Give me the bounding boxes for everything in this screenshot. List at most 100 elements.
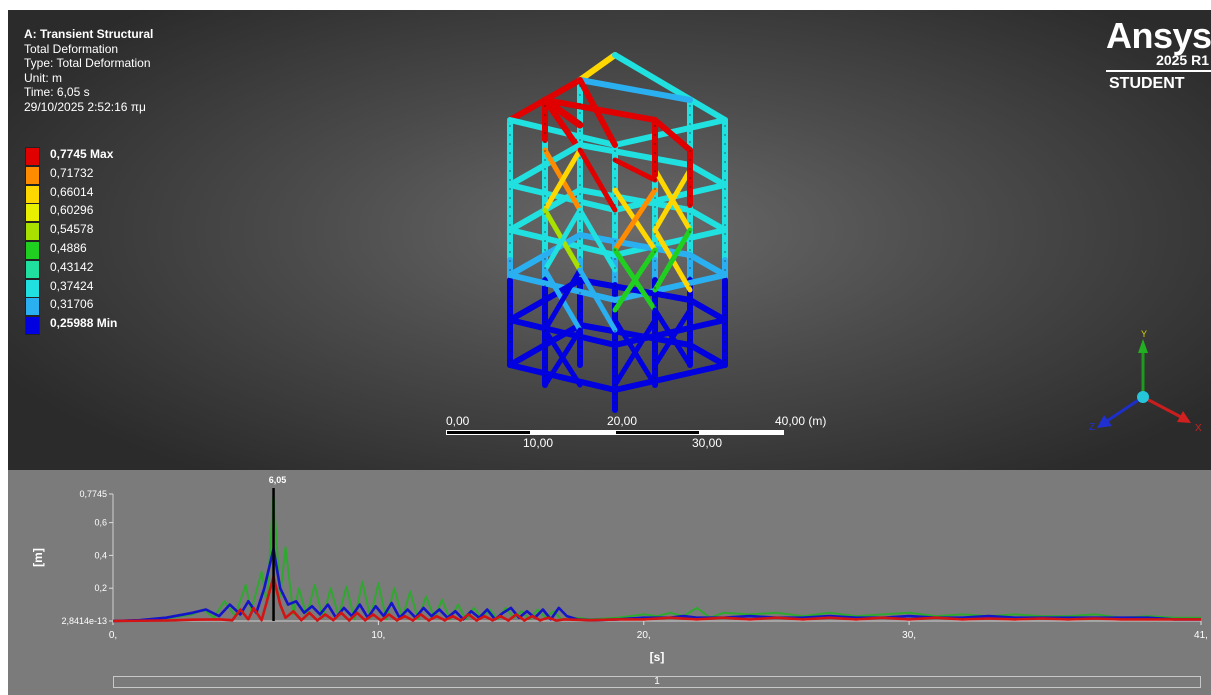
y-axis-label: [m] <box>31 548 45 567</box>
truss-member <box>507 207 548 233</box>
legend-label: 0,25988 Min <box>50 316 118 331</box>
legend-swatch <box>25 278 40 298</box>
result-timestamp: 29/10/2025 2:52:16 πμ <box>24 99 146 114</box>
truss-member <box>577 142 693 168</box>
plot-area <box>113 494 1201 621</box>
result-time: Time: 6,05 s <box>24 85 90 99</box>
x-tick-label: 0, <box>109 630 117 641</box>
scale-segment-1 <box>446 430 531 435</box>
x-tick-label: 20, <box>637 630 651 641</box>
truss-member <box>612 317 658 388</box>
truss-member <box>507 252 548 278</box>
truss-member <box>577 207 618 273</box>
truss-member <box>541 96 584 129</box>
legend-label: 0,43142 <box>50 259 94 274</box>
truss-member <box>652 117 693 153</box>
legend-swatch <box>25 297 40 317</box>
legend-swatch <box>25 203 40 223</box>
graphics-viewport[interactable]: A: Transient Structural Total Deformatio… <box>8 10 1211 470</box>
legend-label: 0,60296 <box>50 203 94 218</box>
legend-swatch <box>25 147 40 166</box>
scale-label-20: 20,00 <box>607 414 638 428</box>
result-unit: Unit: m <box>24 70 63 85</box>
y-arrow-icon <box>1138 339 1148 353</box>
scale-label-10: 10,00 <box>523 436 554 450</box>
y-tick-label: 0,4 <box>94 550 107 560</box>
step-label: 1 <box>654 676 660 687</box>
truss-member <box>612 247 658 313</box>
scale-segment-4 <box>700 430 784 435</box>
x-tick-label: 30, <box>902 630 916 641</box>
scale-label-30: 30,00 <box>692 436 723 450</box>
triad-y-label: Y <box>1141 329 1147 339</box>
truss-member <box>652 167 693 233</box>
truss-member <box>577 277 693 303</box>
axis-triad[interactable]: Y X Z <box>1083 325 1211 435</box>
y-tick-label: 0,2 <box>94 583 107 593</box>
truss-member <box>577 77 618 148</box>
truss-member <box>687 297 728 323</box>
triad-z-label: Z <box>1089 422 1095 433</box>
truss-member <box>612 227 728 258</box>
x-axis-label: [s] <box>650 650 665 664</box>
truss-member <box>652 227 693 293</box>
truss-member <box>652 307 693 368</box>
scale-segment-2 <box>531 430 615 435</box>
truss-member <box>507 117 618 148</box>
truss-member <box>542 187 583 213</box>
x-tick-label: 41, <box>1194 630 1208 641</box>
truss-member <box>687 342 728 368</box>
brand-name: Ansys <box>1106 15 1211 56</box>
y-tick-label: 0,6 <box>94 518 107 528</box>
truss-member <box>577 147 618 213</box>
y-tick-label: 0,7745 <box>79 489 107 499</box>
ansys-logo: Ansys 2025 R1 STUDENT <box>1106 18 1211 93</box>
legend-swatch <box>25 316 40 336</box>
time-cursor[interactable]: 6,05 <box>269 475 287 621</box>
graph-grid <box>109 493 1202 625</box>
legend-label: 0,66014 <box>50 184 94 199</box>
legend-swatch <box>25 259 40 279</box>
truss-model <box>507 52 728 413</box>
legend-swatch <box>25 222 40 242</box>
brand-edition: STUDENT <box>1109 75 1185 92</box>
x-axis-icon <box>1142 395 1182 419</box>
deformation-graph[interactable]: 6,05 2,8414e-13 0,2 0,4 0,6 0,7745 0, 10, 20, 30… <box>8 470 1211 675</box>
truss-member <box>542 232 583 258</box>
x-arrow-icon <box>1177 411 1191 423</box>
truss-member <box>577 77 693 103</box>
legend-label: 0,7745 Max <box>50 147 114 161</box>
truss-member <box>612 362 728 393</box>
legend-label: 0,54578 <box>50 222 94 237</box>
step-bar[interactable]: 1 <box>113 676 1201 688</box>
truss-member <box>687 162 728 188</box>
x-tick-label: 10, <box>371 630 385 641</box>
truss-member <box>687 207 728 233</box>
scale-ruler: 0,00 20,00 40,00 (m) 10,00 30,00 <box>446 414 846 454</box>
truss-member <box>577 52 618 83</box>
truss-member <box>612 157 658 183</box>
triad-origin-icon <box>1137 391 1149 403</box>
graph-panel[interactable]: 6,05 2,8414e-13 0,2 0,4 0,6 0,7745 0, 10, 20, 30… <box>8 470 1211 695</box>
truss-member <box>542 267 583 333</box>
z-axis-icon <box>1106 395 1144 423</box>
result-info: A: Transient Structural Total Deformatio… <box>24 27 153 114</box>
truss-member <box>507 297 548 323</box>
truss-member <box>507 342 548 368</box>
triad-x-label: X <box>1195 423 1202 434</box>
z-arrow-icon <box>1097 415 1112 428</box>
legend-swatch <box>25 165 40 185</box>
truss-member <box>542 327 583 388</box>
brand-release: 2025 R1 <box>1156 52 1209 68</box>
analysis-title: A: Transient Structural <box>24 27 154 41</box>
graph-series <box>112 493 1201 623</box>
scale-label-0: 0,00 <box>446 414 470 428</box>
cursor-label: 6,05 <box>269 475 287 485</box>
scale-label-40: 40,00 (m) <box>775 414 827 428</box>
result-name: Total Deformation <box>24 41 119 56</box>
legend-label: 0,71732 <box>50 165 94 180</box>
truss-member <box>612 272 728 303</box>
scale-segment-3 <box>615 430 700 435</box>
truss-member <box>687 252 728 278</box>
series-line <box>112 575 1201 623</box>
